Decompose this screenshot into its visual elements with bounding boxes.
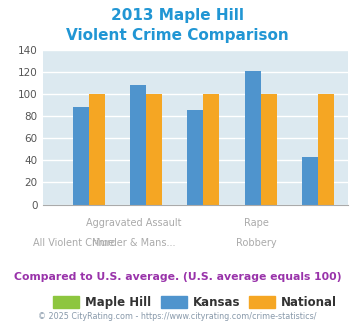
Bar — [146, 94, 162, 205]
Text: Violent Crime Comparison: Violent Crime Comparison — [66, 28, 289, 43]
Text: Murder & Mans...: Murder & Mans... — [92, 238, 176, 248]
Text: Aggravated Assault: Aggravated Assault — [86, 218, 182, 228]
Bar — [72, 107, 89, 205]
Text: © 2025 CityRating.com - https://www.cityrating.com/crime-statistics/: © 2025 CityRating.com - https://www.city… — [38, 312, 317, 321]
Text: Rape: Rape — [244, 218, 269, 228]
Text: All Violent Crime: All Violent Crime — [33, 238, 114, 248]
Text: 2013 Maple Hill: 2013 Maple Hill — [111, 8, 244, 23]
Bar — [203, 94, 219, 205]
Bar — [318, 94, 334, 205]
Bar — [130, 85, 146, 205]
Bar — [187, 111, 203, 205]
Bar — [302, 157, 318, 205]
Text: Robbery: Robbery — [236, 238, 277, 248]
Bar — [89, 94, 105, 205]
Legend: Maple Hill, Kansas, National: Maple Hill, Kansas, National — [49, 291, 342, 314]
Bar — [245, 71, 261, 205]
Bar — [261, 94, 277, 205]
Text: Compared to U.S. average. (U.S. average equals 100): Compared to U.S. average. (U.S. average … — [14, 272, 341, 282]
